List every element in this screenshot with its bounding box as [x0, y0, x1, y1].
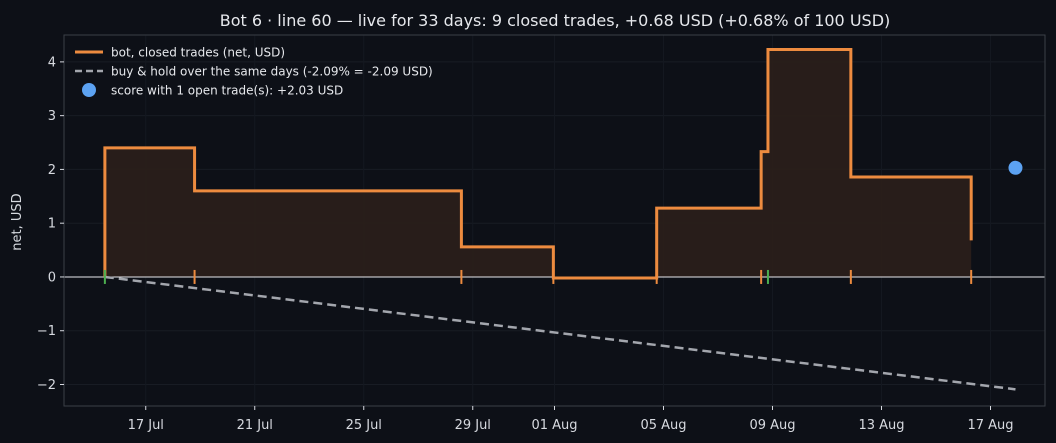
y-tick-label: 4: [48, 55, 56, 70]
x-tick-label: 13 Aug: [858, 418, 904, 433]
x-tick-label: 29 Jul: [455, 418, 491, 433]
y-axis-label: net, USD: [10, 193, 25, 250]
legend-entry: buy & hold over the same days (-2.09% = …: [111, 65, 433, 79]
x-tick-label: 17 Jul: [128, 418, 164, 433]
legend-entry: score with 1 open trade(s): +2.03 USD: [111, 84, 343, 98]
y-tick-label: 0: [48, 270, 56, 285]
legend-swatch-open-score: [82, 83, 96, 97]
series-bot-line: [103, 48, 973, 280]
y-axis: 4 3 2 1 0 −1 −2: [37, 55, 64, 393]
bot-fill: [104, 49, 972, 279]
x-tick-label: 25 Jul: [346, 418, 382, 433]
y-tick-label: 2: [48, 163, 56, 178]
series-layer: [103, 48, 1023, 391]
y-tick-label: −1: [37, 324, 56, 339]
x-tick-label: 09 Aug: [749, 418, 795, 433]
open-trade-score-point: [1008, 160, 1023, 175]
x-axis: 17 Jul 21 Jul 25 Jul 29 Jul 01 Aug 05 Aug 09 A…: [128, 406, 1014, 433]
x-tick-label: 17 Aug: [967, 418, 1013, 433]
legend: bot, closed trades (net, USD) buy & hold …: [75, 46, 433, 98]
chart-title: Bot 6 · line 60 — live for 33 days: 9 cl…: [220, 11, 891, 30]
x-tick-label: 01 Aug: [531, 418, 577, 433]
y-tick-label: −2: [37, 378, 56, 393]
x-tick-label: 05 Aug: [640, 418, 686, 433]
bot-fill-area: [104, 49, 972, 279]
legend-entry: bot, closed trades (net, USD): [111, 46, 285, 60]
y-tick-label: 3: [48, 109, 56, 124]
x-tick-label: 21 Jul: [237, 418, 273, 433]
trade-markers: [103, 269, 973, 284]
y-tick-label: 1: [48, 217, 56, 232]
series-buy-hold-line: [104, 275, 1016, 391]
